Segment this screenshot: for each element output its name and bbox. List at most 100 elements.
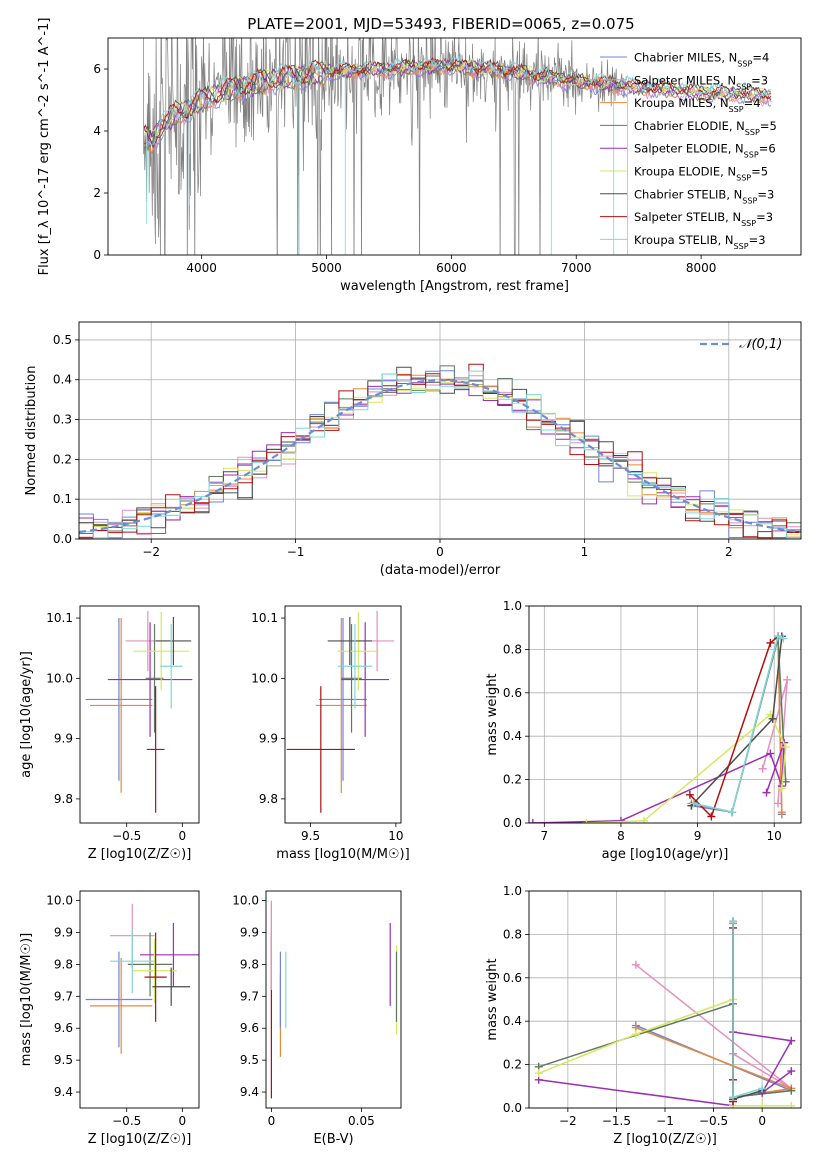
weight-marker: [768, 714, 777, 723]
panel-age-vs-mass: 9.5 10 9.8 9.9 10.0 10.1 mass [log10(M/M☉)]: [251, 605, 410, 862]
x-tick-label: −1: [287, 545, 305, 559]
y-tick-label: 9.5: [54, 1053, 73, 1067]
y-tick-label: 0.2: [503, 773, 522, 787]
plot-area: [85, 610, 193, 813]
y-tick-label: 0.8: [503, 642, 522, 656]
y-tick-label: 0.4: [503, 729, 522, 743]
legend-nssp: =5: [760, 119, 777, 133]
model-spectrum-line: [143, 57, 772, 138]
x-tick-label: 2: [725, 545, 733, 559]
weight-marker: [766, 638, 775, 647]
errorbar-point: [110, 929, 155, 994]
panel-mass-vs-Z: −0.5 0 9.4 9.5 9.6 9.7 9.8 9.9 10.0 Z [log10(Z/Z☉…: [19, 890, 200, 1147]
plot-area: [270, 900, 398, 1099]
weight-marker: [631, 960, 640, 969]
y-tick-label: 9.8: [54, 957, 73, 971]
weight-marker: [783, 675, 792, 684]
y-tick-label: 10.0: [46, 894, 73, 908]
weight-marker: [774, 632, 783, 641]
weight-marker: [777, 784, 786, 793]
y-axis-label: mass weight: [485, 673, 500, 755]
legend-nssp: =6: [759, 142, 776, 156]
errorbar-point: [152, 967, 191, 1006]
x-tick-label: 7: [541, 829, 549, 843]
x-axis-label: Z [log10(Z/Z☉)]: [88, 1132, 192, 1147]
weight-marker: [777, 808, 786, 817]
weight-marker: [729, 917, 737, 926]
errorbar-point: [144, 932, 167, 1022]
errorbar-point: [90, 958, 153, 1054]
weight-marker: [758, 1084, 767, 1093]
errorbar-point: [107, 622, 193, 737]
x-tick-label: 0: [178, 1114, 186, 1128]
normal-legend-label: 𝒩(0,1): [739, 337, 782, 352]
x-tick-label: 0: [436, 545, 444, 559]
x-tick-label: 10: [388, 829, 403, 843]
legend-model-name: Chabrier ELODIE, N: [634, 119, 745, 133]
x-tick-label: 9.5: [301, 829, 320, 843]
x-tick-label: −2: [142, 545, 160, 559]
plot-area: [534, 917, 796, 1108]
plot-area: [286, 610, 395, 813]
errorbar-point: [160, 624, 183, 709]
y-tick-label: 0.0: [503, 816, 522, 830]
legend-model-name: Kroupa STELIB, N: [634, 233, 734, 247]
x-tick-label: 9: [694, 829, 702, 843]
legend-model-name: Salpeter MILES, N: [634, 73, 736, 87]
weight-marker: [787, 1086, 796, 1095]
x-tick-label: −0.5: [112, 829, 141, 843]
y-tick-label: 0.6: [503, 971, 522, 985]
y-axis-label: mass [log10(M/M☉)]: [19, 933, 34, 1066]
model-spectrum-line: [143, 59, 772, 150]
errorbar-point: [337, 624, 372, 709]
y-tick-label: 9.8: [54, 792, 73, 806]
legend-entry: Chabrier MILES, NSSP=4: [634, 51, 769, 69]
y-tick-label: 0.6: [503, 686, 522, 700]
weight-marker: [774, 799, 783, 808]
y-tick-label: 0.8: [503, 927, 522, 941]
y-tick-label: 0.2: [53, 452, 72, 466]
x-tick-label: 8: [617, 829, 625, 843]
y-tick-label: 0.4: [53, 373, 72, 387]
legend-nssp: =3: [756, 210, 773, 224]
y-tick-label: 9.6: [240, 1021, 259, 1035]
y-axis-label: Normed distribution: [24, 366, 39, 496]
y-tick-label: 10.1: [251, 611, 278, 625]
x-axis-label: Z [log10(Z/Z☉)]: [613, 1132, 717, 1147]
weight-marker: [758, 764, 767, 773]
axes-frame: [79, 605, 200, 824]
legend-model-name: Salpeter STELIB, N: [634, 210, 741, 224]
legend-entry: Salpeter MILES, NSSP=3: [634, 73, 768, 91]
y-axis-label: age [log10(age/yr)]: [19, 651, 34, 778]
y-tick-label: 10.0: [251, 671, 278, 685]
y-tick-label: 0.5: [53, 333, 72, 347]
weight-series-line: [532, 742, 785, 823]
x-axis-label: wavelength [Angstrom, rest frame]: [340, 279, 569, 294]
legend-subscript: SSP: [736, 82, 751, 91]
x-tick-label: 1: [581, 545, 589, 559]
y-tick-label: 9.6: [54, 1021, 73, 1035]
weight-marker: [534, 1069, 543, 1078]
weight-marker: [787, 1036, 796, 1045]
x-tick-label: 0.05: [348, 1114, 375, 1128]
weight-marker: [787, 1101, 796, 1108]
legend-nssp: =3: [749, 233, 766, 247]
y-tick-label: 9.5: [240, 1053, 259, 1067]
errorbar-point: [155, 616, 192, 666]
x-tick-label: −0.5: [112, 1114, 141, 1128]
x-tick-label: 10: [767, 829, 782, 843]
axes-frame: [284, 605, 402, 824]
axes-frame: [265, 890, 402, 1109]
plot-area: [143, 38, 772, 255]
legend-model-name: Chabrier STELIB, N: [634, 187, 742, 201]
x-tick-label: 4000: [186, 261, 217, 275]
errorbar-point: [132, 938, 177, 1003]
histogram-step: [79, 363, 801, 539]
errorbar-point: [327, 616, 372, 666]
y-tick-label: 9.9: [54, 732, 73, 746]
weight-marker: [779, 634, 788, 643]
legend-subscript: SSP: [736, 173, 751, 182]
